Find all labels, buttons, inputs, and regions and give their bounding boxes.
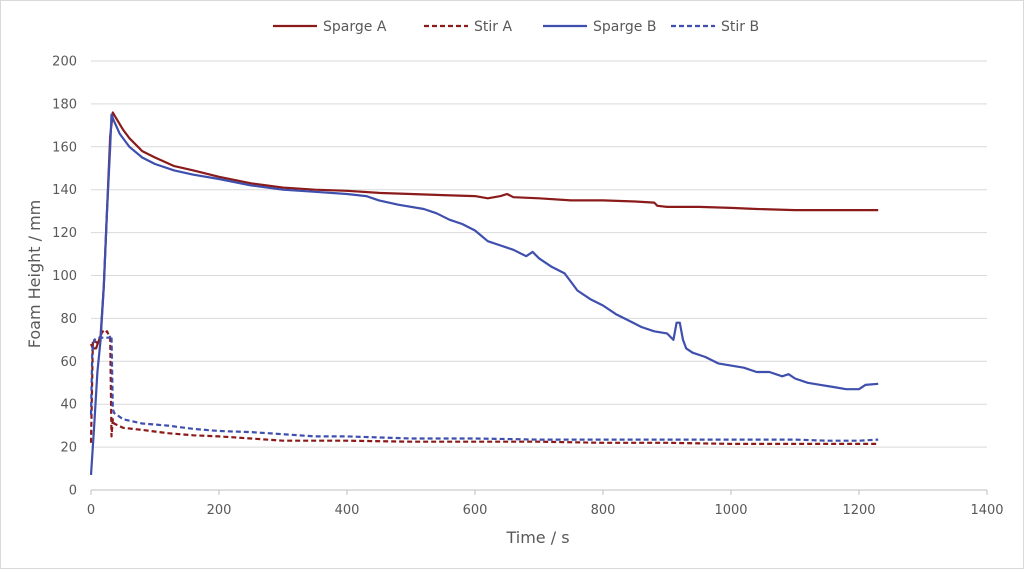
series-line-stir-a — [89, 330, 879, 445]
y-tick-label: 20 — [60, 441, 77, 456]
series-line-stir-b — [89, 334, 879, 442]
y-tick-label: 40 — [60, 398, 77, 413]
y-tick-label: 0 — [69, 484, 77, 499]
y-tick-label: 140 — [52, 183, 77, 198]
legend-label: Sparge A — [323, 19, 387, 35]
x-tick-labels: 0 200 400 600 800 1000 1200 1400 — [87, 503, 1004, 518]
y-tick-labels: 0 20 40 60 80 100 120 140 160 180 200 — [52, 55, 77, 499]
axes — [90, 489, 988, 495]
y-tick-label: 160 — [52, 140, 77, 155]
y-axis-title: Foam Height / mm — [25, 200, 44, 349]
x-tick-label: 400 — [335, 503, 360, 518]
legend-label: Stir A — [474, 19, 512, 35]
y-tick-label: 120 — [52, 226, 77, 241]
y-tick-label: 100 — [52, 269, 77, 284]
series-line-sparge-a — [89, 111, 879, 350]
x-axis-title: Time / s — [505, 528, 569, 547]
gridlines — [91, 60, 987, 448]
y-tick-label: 60 — [60, 355, 77, 370]
legend: Sparge A Stir A Sparge B Stir B — [273, 19, 759, 35]
legend-label: Stir B — [721, 19, 759, 35]
y-tick-label: 200 — [52, 55, 77, 70]
x-tick-label: 1000 — [714, 503, 747, 518]
x-tick-label: 600 — [463, 503, 488, 518]
y-tick-label: 180 — [52, 97, 77, 112]
y-tick-label: 80 — [60, 312, 77, 327]
x-tick-label: 0 — [87, 503, 95, 518]
x-tick-label: 200 — [207, 503, 232, 518]
x-tick-label: 1200 — [842, 503, 875, 518]
legend-label: Sparge B — [593, 19, 656, 35]
series-line-sparge-b — [89, 113, 879, 476]
x-tick-label: 800 — [591, 503, 616, 518]
x-tick-label: 1400 — [970, 503, 1003, 518]
series-lines — [89, 111, 879, 476]
